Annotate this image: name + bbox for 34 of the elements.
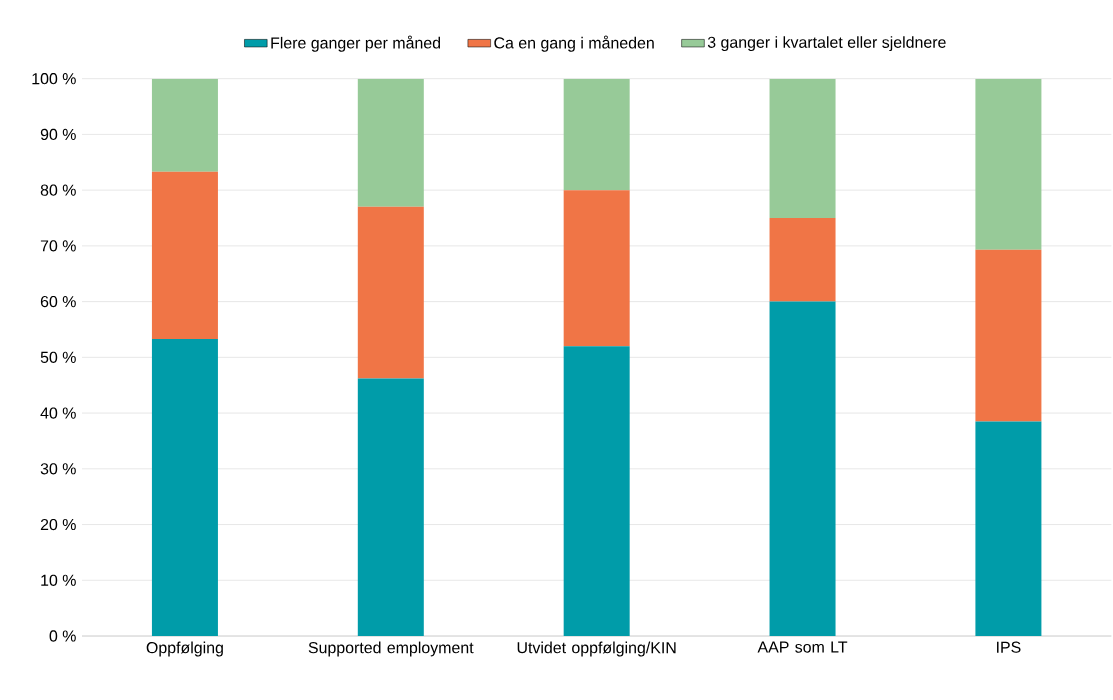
- bar: [769, 217, 836, 302]
- y-tick-label: 50 %: [40, 351, 76, 363]
- bar: [975, 421, 1042, 636]
- bar: [563, 78, 630, 191]
- bar: [563, 346, 630, 636]
- bar: [151, 338, 218, 636]
- bar: [769, 78, 836, 218]
- y-tick-label: 40 %: [40, 407, 76, 419]
- y-tick-label: 20 %: [40, 518, 76, 531]
- bar: [357, 78, 424, 207]
- bar: [357, 378, 424, 636]
- x-tick-label: Supported employment: [308, 641, 474, 657]
- bar: [769, 301, 836, 636]
- bar: [975, 78, 1042, 250]
- x-tick-label: Utvidet oppfølging/KIN: [517, 641, 676, 657]
- legend-label: Ca en gang i måneden: [494, 35, 654, 52]
- bar: [357, 206, 424, 379]
- legend-label: 3 ganger i kvartalet eller sjeldnere: [707, 36, 946, 52]
- y-tick-label: 0 %: [49, 630, 76, 642]
- x-tick-label: Oppfølging: [146, 641, 223, 657]
- x-tick-label: IPS: [997, 641, 1021, 653]
- y-tick-label: 60 %: [40, 295, 76, 308]
- bar: [975, 249, 1042, 422]
- y-tick-label: 10 %: [41, 574, 76, 586]
- y-tick-label: 80 %: [40, 184, 76, 196]
- bar: [563, 190, 630, 347]
- y-tick-label: 100 %: [32, 73, 76, 85]
- y-tick-label: 90 %: [40, 128, 76, 141]
- x-tick-label: AAP som LT: [757, 641, 848, 653]
- y-tick-label: 30 %: [40, 463, 76, 475]
- bar: [151, 171, 218, 339]
- bar: [151, 78, 218, 172]
- legend-label: Flere ganger per måned: [271, 35, 441, 52]
- y-tick-label: 70 %: [40, 240, 76, 252]
